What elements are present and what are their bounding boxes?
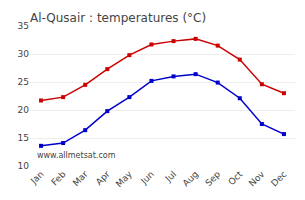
svg-text:www.allmetsat.com: www.allmetsat.com (37, 151, 116, 160)
svg-text:25: 25 (18, 77, 29, 87)
svg-text:20: 20 (18, 105, 30, 115)
svg-text:Feb: Feb (49, 169, 68, 188)
svg-text:15: 15 (18, 133, 29, 143)
svg-text:10: 10 (18, 161, 30, 171)
svg-text:Apr: Apr (94, 169, 112, 187)
svg-text:Oct: Oct (226, 169, 244, 187)
svg-text:Jul: Jul (163, 169, 178, 184)
svg-text:30: 30 (18, 49, 30, 59)
svg-text:Nov: Nov (247, 169, 267, 189)
svg-text:35: 35 (18, 21, 29, 31)
svg-text:May: May (114, 169, 135, 190)
svg-text:Jan: Jan (28, 169, 46, 187)
svg-text:Aug: Aug (181, 169, 201, 189)
svg-text:Dec: Dec (269, 169, 288, 188)
svg-text:Sep: Sep (203, 169, 222, 188)
svg-text:Jun: Jun (138, 169, 156, 187)
svg-text:Mar: Mar (71, 169, 90, 188)
svg-text:Al-Qusair : temperatures (°C): Al-Qusair : temperatures (°C) (30, 11, 206, 25)
